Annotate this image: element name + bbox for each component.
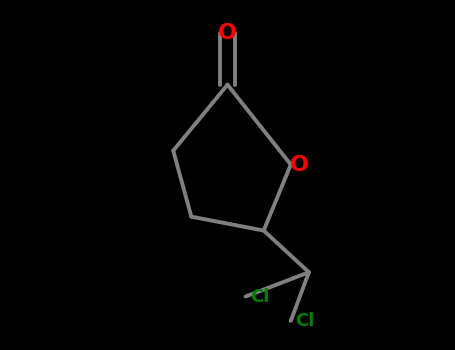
Text: O: O [290, 155, 309, 175]
Text: O: O [218, 23, 237, 43]
Text: Cl: Cl [250, 288, 269, 306]
Text: Cl: Cl [295, 312, 315, 330]
